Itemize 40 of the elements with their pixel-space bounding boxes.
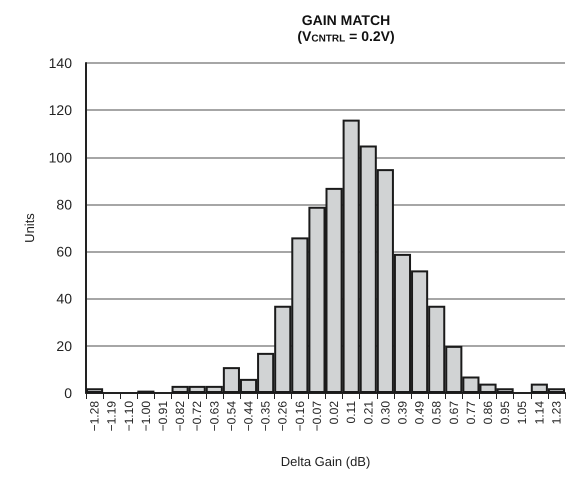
y-tick-label: 40	[56, 290, 72, 307]
x-tick-label: −0.82	[173, 400, 188, 432]
x-tick-label: −1.28	[88, 400, 102, 432]
x-tick-label: 0.02	[327, 400, 342, 424]
x-tick-label: −1.10	[122, 400, 136, 432]
y-tick-label: 80	[56, 196, 72, 212]
x-tick-label: 0.86	[481, 400, 496, 424]
x-tick-label: −0.26	[276, 400, 290, 432]
x-axis-title: Delta Gain (dB)	[280, 454, 370, 469]
y-tick-label: 100	[48, 149, 72, 166]
x-tick-label: 0.58	[430, 400, 444, 424]
x-tick-label: −1.19	[104, 400, 119, 432]
x-tick-label: −1.00	[138, 400, 153, 432]
x-tick-label: −0.63	[207, 400, 222, 432]
x-tick-label: −0.35	[258, 400, 273, 432]
x-tick-label: −0.07	[310, 400, 324, 432]
x-tick-label: 0.11	[344, 400, 358, 424]
y-tick-label: 20	[56, 338, 72, 354]
x-tick-label: −0.54	[224, 400, 238, 432]
y-tick-label: 60	[56, 244, 72, 260]
x-tick-label: 0.95	[498, 400, 512, 424]
y-tick-label: 140	[48, 55, 72, 71]
x-tick-label: 0.77	[464, 400, 478, 424]
x-tick-label: 1.23	[549, 400, 564, 424]
x-tick-label: 0.49	[412, 400, 427, 424]
x-tick-label: 1.05	[515, 400, 530, 424]
x-tick-label: 0.67	[446, 400, 461, 424]
x-tick-label: −0.16	[292, 400, 307, 432]
y-tick-label: 0	[64, 385, 72, 401]
x-tick-label: −0.72	[190, 400, 204, 432]
x-tick-label: −0.91	[156, 400, 170, 432]
y-axis-title: Units	[22, 212, 37, 243]
chart-title: GAIN MATCH	[302, 12, 390, 28]
x-tick-label: 0.21	[361, 400, 376, 424]
chart-subtitle: (VCNTRL = 0.2V)	[297, 28, 395, 44]
x-tick-label: 0.30	[378, 400, 392, 424]
y-tick-label: 120	[48, 102, 72, 118]
x-tick-label: −0.44	[242, 400, 256, 432]
x-tick-label: 1.14	[532, 400, 546, 424]
x-tick-label: 0.39	[395, 400, 410, 424]
